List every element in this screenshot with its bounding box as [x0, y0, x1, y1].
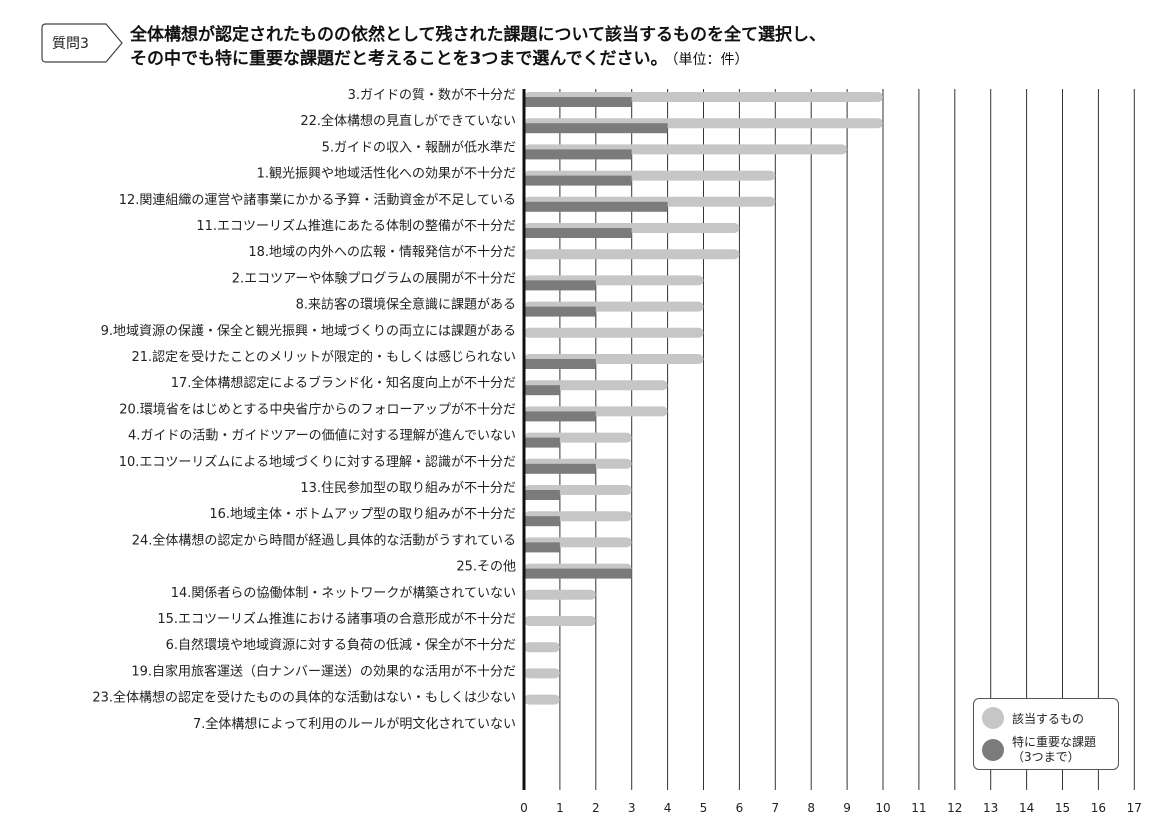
category-label: 22.全体構想の見直しができていない	[300, 113, 516, 129]
bar-series2	[524, 97, 632, 107]
category-label: 8.来訪客の環境保全意識に課題がある	[296, 297, 516, 313]
category-label: 2.エコツアーや体験プログラムの展開が不十分だ	[232, 271, 516, 286]
legend-label-series2-line2: （3つまで）	[1012, 750, 1080, 764]
bar-series2	[524, 490, 560, 500]
category-label: 14.関係者らの協働体制・ネットワークが構築されていない	[171, 586, 516, 601]
legend-swatch-series1	[982, 707, 1004, 729]
category-label: 23.全体構想の認定を受けたものの具体的な活動はない・もしくは少ない	[92, 690, 516, 706]
bar-series2	[524, 568, 632, 579]
category-label: 15.エコツーリズム推進における諸事項の合意形成が不十分だ	[157, 611, 516, 627]
bar-series1	[524, 668, 560, 679]
category-label: 13.住民参加型の取り組みが不十分だ	[300, 480, 516, 496]
bar-series2	[524, 201, 668, 212]
chart-title-line2: その中でも特に重要な課題だと考えることを3つまで選んでください。 （単位：件）	[130, 44, 748, 69]
bar-series2	[524, 149, 632, 160]
category-label: 17.全体構想認定によるブランド化・知名度向上が不十分だ	[171, 375, 516, 391]
legend-label-series2: 特に重要な課題 （3つまで）	[1012, 735, 1096, 765]
legend: 該当するもの 特に重要な課題 （3つまで）	[973, 698, 1119, 770]
bar-series2	[524, 463, 596, 474]
category-label: 5.ガイドの収入・報酬が低水準だ	[322, 139, 516, 155]
category-label: 4.ガイドの活動・ガイドツアーの価値に対する理解が進んでいない	[128, 428, 516, 444]
x-tick-label: 10	[875, 801, 890, 815]
legend-label-series1: 該当するもの	[1012, 712, 1085, 726]
x-tick-label: 11	[911, 801, 926, 815]
bar-series2	[524, 123, 668, 134]
legend-label-series2-line1: 特に重要な課題	[1012, 735, 1097, 749]
category-label: 7.全体構想によって利用のルールが明文化されていない	[193, 716, 516, 732]
bar-series1	[524, 616, 596, 626]
x-tick-label: 7	[771, 801, 779, 815]
x-tick-label: 15	[1055, 801, 1070, 815]
x-tick-label: 2	[592, 801, 600, 815]
x-tick-label: 6	[736, 801, 744, 815]
bar-series2	[524, 411, 596, 422]
bar-series2	[524, 542, 560, 553]
category-label: 16.地域主体・ボトムアップ型の取り組みが不十分だ	[209, 507, 516, 522]
x-tick-label: 9	[843, 801, 851, 815]
category-label: 19.自家用旅客運送（白ナンバー運送）の効果的な活用が不十分だ	[131, 663, 516, 679]
category-label: 9.地域資源の保護・保全と観光振興・地域づくりの両立には課題がある	[101, 323, 516, 339]
category-label: 11.エコツーリズム推進にあたる体制の整備が不十分だ	[196, 218, 516, 234]
x-tick-label: 14	[1019, 801, 1034, 815]
category-label: 10.エコツーリズムによる地域づくりに対する理解・認識が不十分だ	[119, 454, 516, 470]
x-tick-label: 8	[807, 801, 815, 815]
x-tick-label: 12	[947, 801, 962, 815]
x-tick-label: 16	[1091, 801, 1106, 815]
bar-series2	[524, 175, 632, 186]
x-tick-label: 13	[983, 801, 998, 815]
x-tick-label: 0	[520, 801, 528, 815]
bar-series2	[524, 437, 560, 448]
category-label: 1.観光振興や地域活性化への効果が不十分だ	[257, 167, 516, 182]
chart-title-line2-text: その中でも特に重要な課題だと考えることを3つまで選んでください。	[130, 49, 668, 69]
badge-arrow-shape	[41, 23, 123, 63]
category-label: 3.ガイドの質・数が不十分だ	[348, 88, 516, 103]
question-badge-label: 質問3	[52, 36, 89, 52]
category-label: 24.全体構想の認定から時間が経過し具体的な活動がうすれている	[132, 532, 516, 548]
chart-title-line1: 全体構想が認定されたものの依然として残された課題について該当するものを全て選択し…	[130, 25, 826, 45]
question-badge: 質問3	[40, 20, 126, 66]
category-label: 6.自然環境や地域資源に対する負荷の低減・保全が不十分だ	[166, 637, 516, 653]
category-label: 25.その他	[456, 560, 516, 575]
bar-series2	[524, 385, 560, 396]
category-label: 21.認定を受けたことのメリットが限定的・もしくは感じられない	[131, 349, 516, 365]
bar-series2	[524, 306, 596, 317]
category-label: 12.関連組織の運営や諸事業にかかる予算・活動資金が不足している	[119, 192, 516, 208]
bar-series2	[524, 228, 632, 238]
category-label: 20.環境省をはじめとする中央省庁からのフォローアップが不十分だ	[119, 402, 516, 417]
bar-series1	[524, 327, 704, 338]
legend-swatch-series2	[982, 739, 1004, 761]
bar-series2	[524, 516, 560, 527]
category-label: 18.地域の内外への広報・情報発信が不十分だ	[248, 244, 516, 260]
x-tick-label: 5	[700, 801, 708, 815]
bar-series1	[524, 642, 560, 653]
bar-series2	[524, 280, 596, 291]
x-tick-label: 17	[1127, 801, 1142, 815]
x-tick-label: 4	[664, 801, 672, 815]
bar-series2	[524, 359, 596, 369]
bar-series1	[524, 249, 740, 260]
bar-series1	[524, 589, 596, 600]
x-tick-label: 3	[628, 801, 636, 815]
x-tick-label: 1	[556, 801, 564, 815]
unit-label: （単位：件）	[671, 52, 749, 68]
bar-series1	[524, 694, 560, 705]
